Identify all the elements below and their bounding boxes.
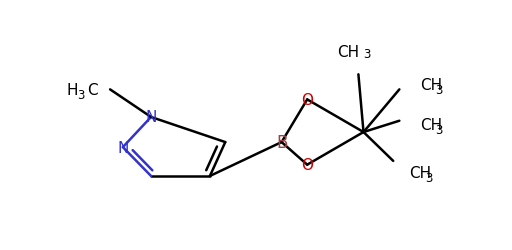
Text: 3: 3 (435, 84, 442, 96)
Text: B: B (276, 134, 287, 152)
Text: 3: 3 (435, 124, 442, 136)
Text: CH: CH (420, 118, 442, 132)
Text: N: N (117, 140, 129, 155)
Text: O: O (301, 158, 313, 172)
Text: 3: 3 (77, 89, 84, 102)
Text: H: H (67, 82, 78, 98)
Text: N: N (145, 110, 157, 125)
Text: C: C (87, 82, 98, 98)
Text: 3: 3 (425, 171, 432, 184)
Text: CH: CH (410, 165, 432, 180)
Text: 3: 3 (364, 48, 371, 61)
Text: O: O (301, 92, 313, 108)
Text: CH: CH (337, 45, 359, 60)
Text: CH: CH (420, 78, 442, 92)
